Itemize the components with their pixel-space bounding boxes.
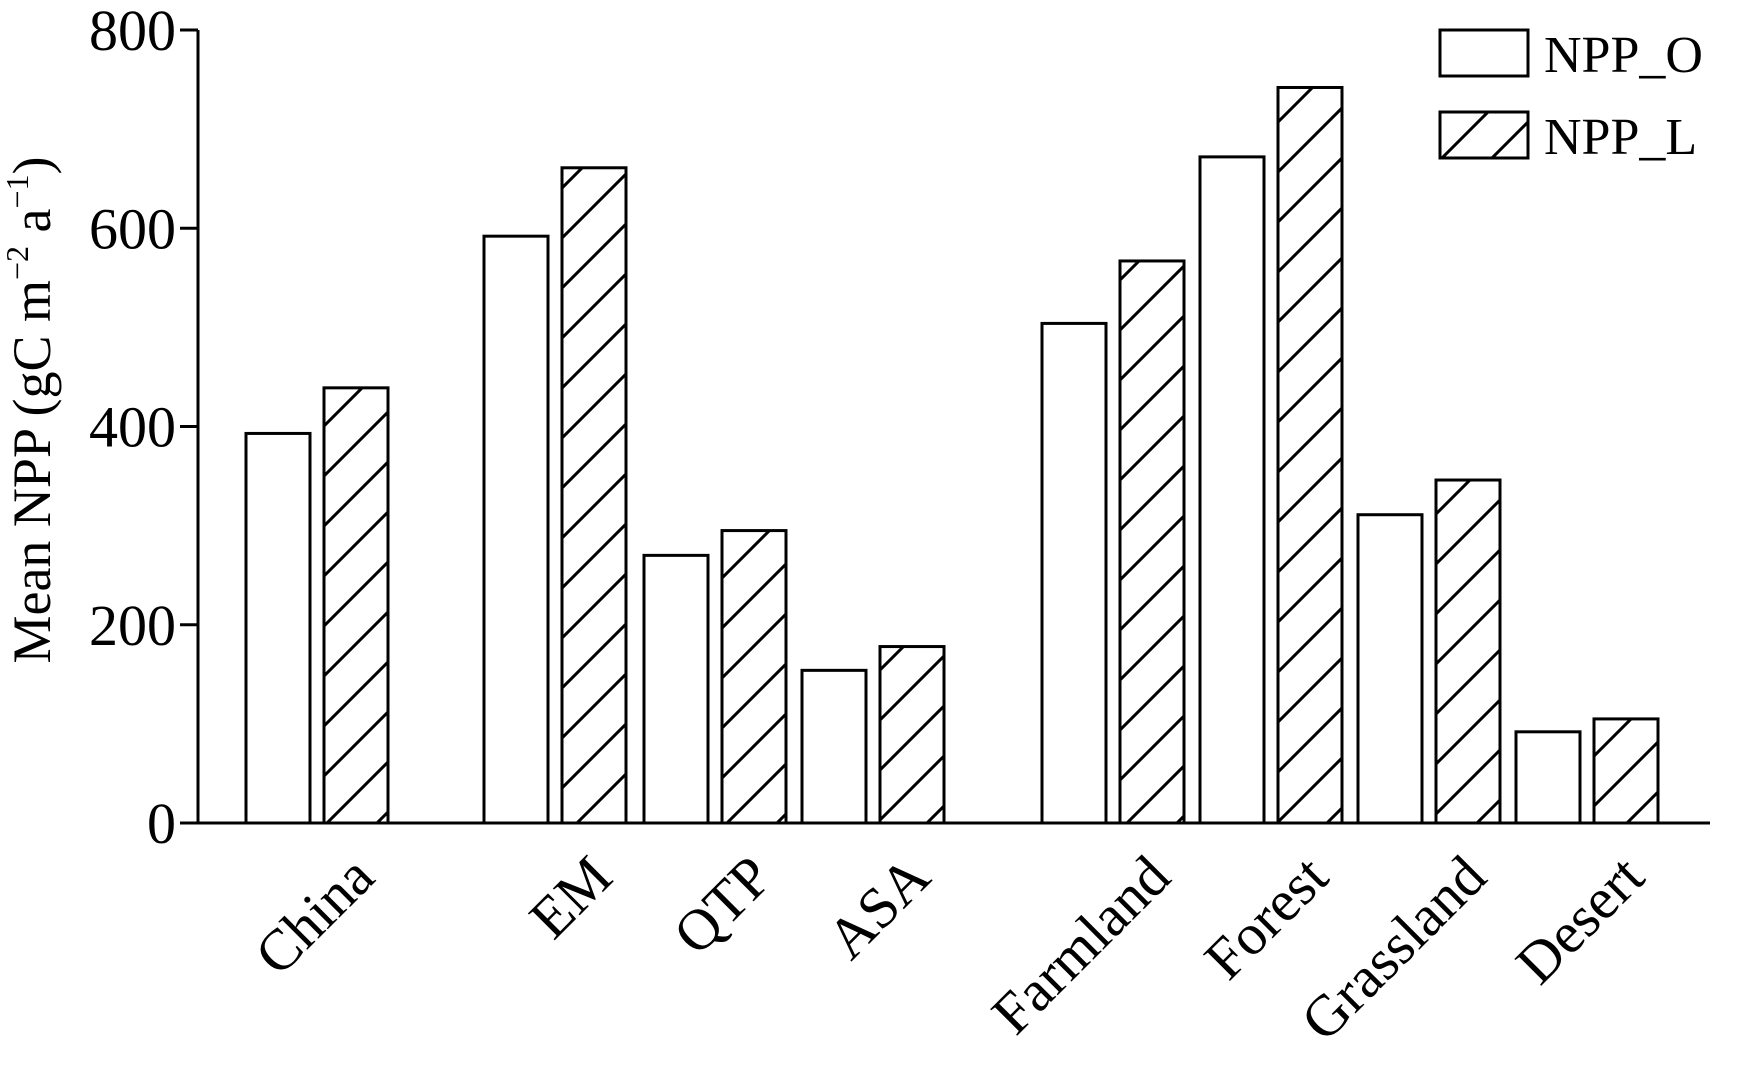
x-tick-label: QTP (661, 843, 784, 966)
bar-npp-l-farmland (1118, 259, 1186, 825)
bar-npp-l-grassland (1434, 478, 1502, 825)
bar-npp-o-qtp (642, 553, 710, 825)
x-tick-label: Farmland (979, 843, 1182, 1046)
bar-npp-l-desert (1592, 717, 1660, 825)
bar-npp-o-asa (800, 668, 868, 825)
y-tick-label: 600 (89, 196, 176, 261)
bar-npp-o-farmland (1040, 321, 1108, 825)
bar-npp-l-china (322, 386, 390, 825)
legend-label: NPP_O (1544, 27, 1703, 84)
legend-label: NPP_L (1544, 109, 1697, 166)
y-axis: 0 200 400 600 800 (89, 0, 200, 856)
bar-npp-l-asa (878, 645, 946, 825)
bar-npp-l-em (560, 166, 628, 825)
legend-swatch (1438, 28, 1530, 78)
legend-swatch (1438, 110, 1530, 160)
y-tick-label: 200 (89, 593, 176, 658)
bar-npp-o-grassland (1356, 513, 1424, 825)
bar-npp-l-forest (1276, 85, 1344, 825)
y-tick-label: 400 (89, 395, 176, 460)
y-axis-label: Mean NPP (gC m−2 a−1) (0, 156, 62, 663)
bar-npp-o-desert (1514, 730, 1582, 825)
bar-npp-l-qtp (720, 529, 788, 825)
y-tick-label: 800 (89, 0, 176, 63)
legend: NPP_O NPP_L (1438, 27, 1703, 166)
x-tick-label: Desert (1503, 843, 1656, 996)
bars (244, 85, 1660, 825)
y-tick-label: 0 (147, 791, 176, 856)
bar-npp-o-china (244, 431, 312, 825)
bar-npp-o-em (482, 234, 550, 825)
bar-npp-o-forest (1198, 155, 1266, 825)
x-tick-label: ASA (814, 843, 942, 971)
x-tick-label: Forest (1192, 843, 1340, 991)
x-tick-label: China (242, 843, 386, 987)
x-tick-label: EM (517, 843, 624, 950)
